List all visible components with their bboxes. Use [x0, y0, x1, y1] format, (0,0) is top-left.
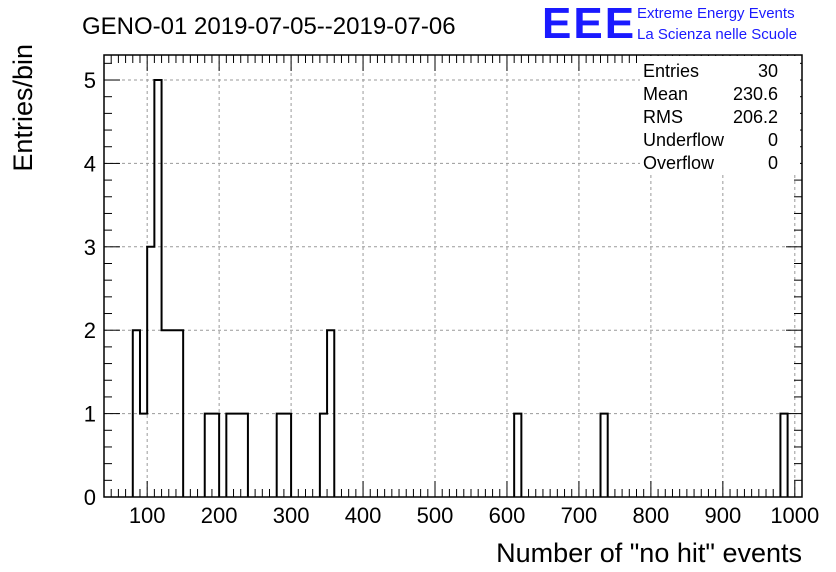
- stats-background: [640, 56, 800, 174]
- histogram-bin: [241, 414, 248, 497]
- stats-value: 30: [758, 61, 778, 81]
- histogram-bin: [780, 414, 787, 497]
- y-tick-label: 3: [84, 235, 96, 260]
- histogram-bin: [176, 330, 183, 497]
- logo-line-2: La Scienza nelle Scuole: [637, 26, 797, 43]
- stats-value: 206.2: [733, 107, 778, 127]
- y-tick-label: 5: [84, 68, 96, 93]
- histogram-bin: [147, 247, 154, 497]
- logo-line-1: Extreme Energy Events: [637, 5, 795, 22]
- chart-title: GENO-01 2019-07-05--2019-07-06: [82, 13, 456, 40]
- stats-label: Overflow: [643, 153, 715, 173]
- x-tick-label: 600: [489, 503, 526, 528]
- y-tick-label: 4: [84, 151, 96, 176]
- histogram-bin: [133, 330, 140, 497]
- x-tick-label: 900: [704, 503, 741, 528]
- x-tick-label: 400: [345, 503, 382, 528]
- plot-frame: [103, 54, 803, 498]
- histogram-bars: [131, 79, 789, 497]
- stats-label: Underflow: [643, 130, 725, 150]
- histogram-bin: [284, 414, 291, 497]
- x-tick-label: 1000: [770, 503, 819, 528]
- eee-logo-text: EEE: [542, 0, 636, 48]
- x-tick-label: 800: [633, 503, 670, 528]
- histogram-bin: [154, 80, 161, 497]
- stats-label: Mean: [643, 84, 688, 104]
- histogram-outline: [131, 79, 789, 497]
- x-axis-label: Number of "no hit" events: [496, 538, 802, 568]
- eee-logo: EEE Extreme Energy Events La Scienza nel…: [542, 0, 797, 48]
- histogram-bin: [169, 330, 176, 497]
- stats-label: Entries: [643, 61, 699, 81]
- x-tick-label: 700: [561, 503, 598, 528]
- histogram-bin: [514, 414, 521, 497]
- x-tick-label: 300: [273, 503, 310, 528]
- stats-box: Entries 30 Mean 230.6 RMS 206.2 Underflow 0 Over…: [640, 56, 800, 174]
- histogram-bin: [226, 414, 233, 497]
- stats-label: RMS: [643, 107, 683, 127]
- histogram-bin: [140, 414, 147, 497]
- y-tick-label: 0: [84, 485, 96, 510]
- histogram-bin: [212, 414, 219, 497]
- histogram-bin: [162, 330, 169, 497]
- histogram-bin: [277, 414, 284, 497]
- y-tick-label: 1: [84, 402, 96, 427]
- histogram-bin: [601, 414, 608, 497]
- stats-value: 230.6: [733, 84, 778, 104]
- histogram-bin: [320, 414, 327, 497]
- plot-border: [103, 54, 803, 498]
- x-tick-label: 500: [417, 503, 454, 528]
- stats-value: 0: [768, 153, 778, 173]
- histogram-bin: [327, 330, 334, 497]
- y-axis-label: Entries/bin: [8, 44, 38, 172]
- x-tick-label: 200: [201, 503, 238, 528]
- histogram-bin: [234, 414, 241, 497]
- histogram-bin: [205, 414, 212, 497]
- y-tick-label: 2: [84, 318, 96, 343]
- stats-value: 0: [768, 130, 778, 150]
- x-tick-label: 100: [129, 503, 166, 528]
